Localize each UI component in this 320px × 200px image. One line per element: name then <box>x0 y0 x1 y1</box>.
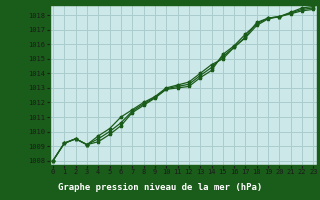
Text: Graphe pression niveau de la mer (hPa): Graphe pression niveau de la mer (hPa) <box>58 184 262 192</box>
